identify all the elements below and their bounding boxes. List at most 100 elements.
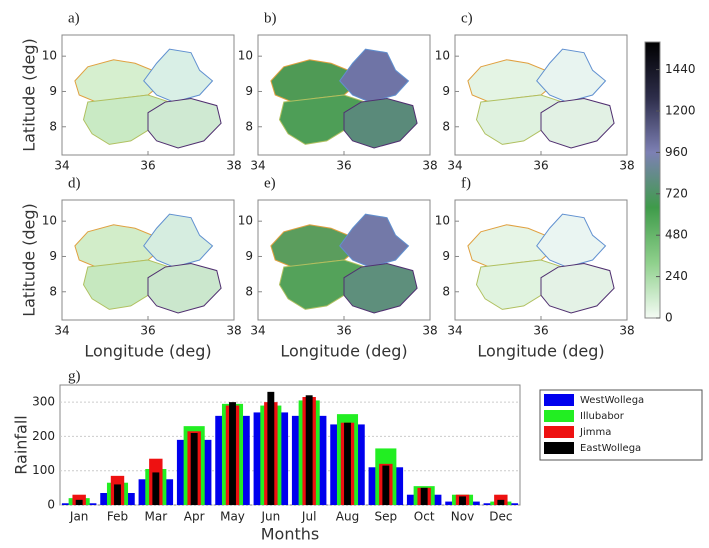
y-tick-label: 9 [245, 84, 253, 98]
colorbar-tick-label: 240 [665, 269, 688, 283]
x-tick-label: 34 [447, 159, 462, 173]
map-region [540, 98, 615, 149]
x-tick-label: 34 [54, 159, 69, 173]
x-tick-label: 34 [250, 324, 265, 338]
panel-label: d) [68, 175, 81, 191]
x-axis-label: Longitude (deg) [84, 342, 211, 361]
bar [459, 496, 466, 505]
y-tick-label: 9 [442, 84, 450, 98]
bar [267, 391, 275, 505]
x-axis-label: Longitude (deg) [477, 342, 604, 361]
y-axis-label: Latitude (deg) [20, 38, 39, 152]
panel-label: a) [68, 10, 80, 26]
map-region [147, 263, 222, 314]
y-tick-label: 10 [435, 49, 450, 63]
y-tick-label: 10 [435, 214, 450, 228]
y-tick-label: 8 [442, 119, 450, 133]
x-tick-label: Mar [145, 510, 168, 524]
x-tick-label: 36 [533, 324, 548, 338]
panel-label: e) [264, 175, 276, 191]
legend-label: Illubabor [580, 411, 625, 422]
bar [344, 422, 351, 505]
x-tick-label: Sep [375, 510, 398, 524]
y-tick-label: 10 [42, 214, 57, 228]
colorbar-tick-label: 720 [665, 186, 688, 200]
legend-swatch [544, 442, 574, 454]
x-tick-label: 38 [226, 159, 241, 173]
map-region [343, 98, 418, 149]
x-tick-label: Jan [69, 510, 89, 524]
y-tick-label: 10 [42, 49, 57, 63]
y-axis-label: Latitude (deg) [20, 203, 39, 317]
x-tick-label: May [220, 510, 245, 524]
legend-label: Jimma [579, 427, 611, 438]
y-tick-label: 300 [32, 395, 55, 409]
x-tick-label: 36 [336, 324, 351, 338]
map-region [143, 48, 214, 103]
colorbar-tick-label: 0 [665, 311, 673, 325]
y-tick-label: 200 [32, 429, 55, 443]
map-region [143, 213, 214, 268]
y-tick-label: 10 [238, 49, 253, 63]
x-tick-label: 36 [140, 324, 155, 338]
bar [75, 499, 83, 505]
x-axis-label: Longitude (deg) [280, 342, 407, 361]
y-tick-label: 0 [47, 498, 55, 512]
x-tick-label: 38 [422, 159, 437, 173]
colorbar-tick-label: 1440 [665, 62, 696, 76]
x-tick-label: 36 [533, 159, 548, 173]
legend-label: WestWollega [580, 395, 644, 406]
y-tick-label: 9 [49, 84, 57, 98]
x-tick-label: Feb [107, 510, 128, 524]
bar [497, 499, 505, 505]
legend-swatch [544, 410, 574, 422]
map-region [536, 48, 607, 103]
x-tick-label: Dec [489, 510, 512, 524]
y-tick-label: 8 [245, 119, 253, 133]
x-tick-label: Jul [301, 510, 316, 524]
legend-label: EastWollega [580, 443, 641, 454]
map-region [339, 213, 410, 268]
panel-label: c) [461, 10, 473, 26]
x-tick-label: Jun [260, 510, 280, 524]
y-tick-label: 8 [49, 119, 57, 133]
x-tick-label: 38 [619, 159, 634, 173]
y-tick-label: 10 [238, 214, 253, 228]
bar [382, 465, 390, 505]
y-tick-label: 9 [49, 249, 57, 263]
legend-swatch [544, 426, 574, 438]
plot-area [59, 384, 521, 506]
y-tick-label: 8 [49, 284, 57, 298]
x-tick-label: 34 [447, 324, 462, 338]
x-tick-label: 38 [422, 324, 437, 338]
bar [190, 433, 198, 505]
y-tick-label: 9 [245, 249, 253, 263]
x-tick-label: Nov [451, 510, 474, 524]
bar [420, 487, 428, 505]
x-tick-label: 36 [336, 159, 351, 173]
map-region [343, 263, 418, 314]
bar [114, 484, 121, 505]
x-tick-label: 34 [250, 159, 265, 173]
bar [229, 402, 236, 505]
map-region [536, 213, 607, 268]
y-tick-label: 9 [442, 249, 450, 263]
panel-label: b) [264, 10, 277, 26]
y-tick-label: 100 [32, 463, 55, 477]
x-tick-label: Aug [336, 510, 359, 524]
x-tick-label: Oct [414, 510, 435, 524]
x-tick-label: Apr [184, 510, 205, 524]
colorbar-tick-label: 960 [665, 145, 688, 159]
bar [305, 395, 313, 505]
bar [152, 472, 160, 505]
x-tick-label: 38 [226, 324, 241, 338]
y-axis-label: Rainfall [12, 415, 31, 474]
panel-label: g) [68, 368, 81, 384]
x-tick-label: 34 [54, 324, 69, 338]
colorbar-tick-label: 1200 [665, 104, 696, 118]
legend-swatch [544, 394, 574, 406]
colorbar-tick-label: 480 [665, 228, 688, 242]
map-region [339, 48, 410, 103]
